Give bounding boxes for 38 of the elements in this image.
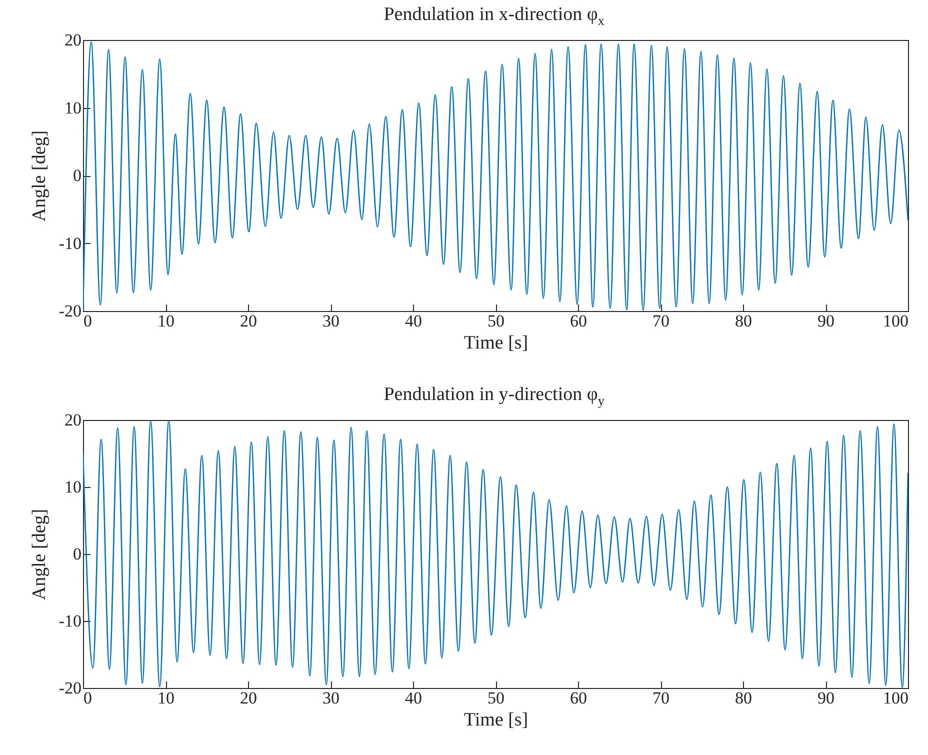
x-tick-label: 70 (652, 688, 670, 708)
y-tick-label: 20 (64, 410, 82, 430)
x-tick-label: 100 (883, 312, 908, 330)
x-axis-title: Time [s] (464, 710, 528, 730)
x-tick-label: 30 (322, 312, 340, 330)
y-tick-label: -20 (58, 302, 82, 320)
line-series (83, 420, 908, 688)
y-tick-label: 10 (64, 478, 82, 496)
x-tick-label: 60 (570, 688, 587, 708)
y-tick-label: -10 (58, 234, 82, 253)
x-tick-label: 70 (652, 312, 670, 330)
x-tick-label: 90 (818, 312, 834, 330)
x-tick-label: 50 (488, 688, 504, 708)
y-tick-label: -10 (58, 612, 82, 630)
y-axis-title: Angle [deg] (28, 508, 50, 600)
x-tick-label: 50 (488, 312, 504, 330)
x-tick-label: 80 (735, 312, 752, 330)
y-tick-label: 10 (64, 98, 82, 118)
x-tick-label: 60 (570, 312, 587, 330)
line-series (83, 41, 908, 311)
x-tick-label: 40 (405, 312, 422, 330)
x-axis-title: Time [s] (464, 332, 528, 354)
y-tick-label: 0 (73, 544, 82, 564)
x-tick-label: 20 (240, 688, 257, 708)
y-tick-label: 0 (73, 166, 82, 185)
y-axis-title: Angle [deg] (28, 130, 50, 222)
x-tick-label: 80 (735, 688, 752, 708)
x-tick-label: 90 (818, 688, 834, 708)
y-tick-label: 20 (64, 30, 82, 50)
x-tick-label: 10 (158, 312, 174, 330)
y-tick-label: -20 (58, 678, 82, 698)
x-tick-label: 100 (883, 688, 908, 708)
x-tick-label: 40 (405, 688, 422, 708)
x-tick-label: 30 (322, 688, 340, 708)
x-tick-label: 10 (158, 688, 174, 708)
chart-title: Pendulation in y-direction φ$_{y}$ (382, 383, 606, 408)
x-tick-label: 20 (240, 312, 257, 330)
chart-title: Pendulation in x-direction φ$_{x}$ (382, 3, 606, 28)
